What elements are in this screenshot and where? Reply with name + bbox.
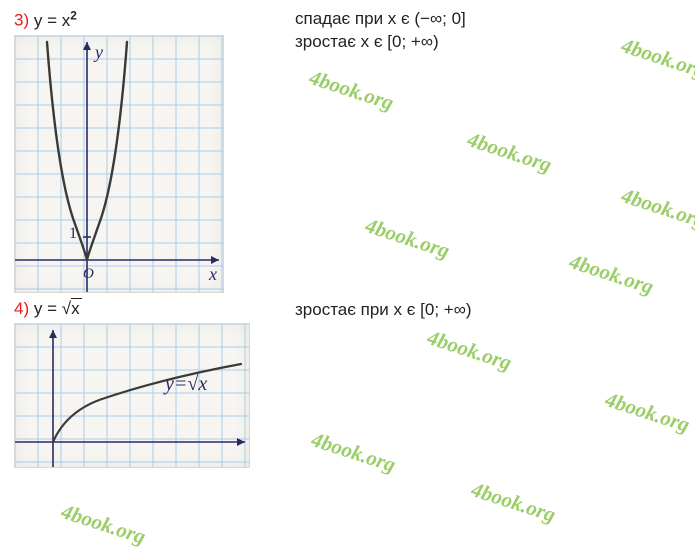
graph-svg: y x 1 O (15, 36, 224, 293)
svg-text:y: y (93, 42, 103, 62)
item-3-desc-line1: спадає при x є (−∞; 0] (295, 8, 681, 31)
item-3-formula-exp: 2 (70, 8, 77, 22)
item-4-formula-text: y = √x (34, 299, 82, 318)
item-3-desc: спадає при x є (−∞; 0] зростає x є [0; +… (289, 8, 681, 54)
graph-sqrt: y=√x (14, 323, 250, 468)
watermark: 4book.org (468, 477, 558, 528)
item-3-number: 3) (14, 11, 29, 30)
item-4-number: 4) (14, 299, 29, 318)
sqrt-symbol: √x (62, 299, 82, 319)
item-4-row: 4) y = √x y=√x зростає при x є [0; +∞) (14, 299, 681, 468)
item-4-formula: 4) y = √x (14, 299, 289, 319)
item-3-formula-text: y = x2 (34, 11, 77, 30)
graph-svg: y=√x (15, 324, 250, 468)
svg-text:x: x (208, 264, 217, 284)
svg-text:O: O (83, 266, 94, 282)
graph-parabola: y x 1 O (14, 35, 224, 293)
item-3-desc-line2: зростає x є [0; +∞) (295, 31, 681, 54)
svg-text:y=√x: y=√x (163, 373, 207, 395)
item-4-radicand: x (71, 298, 82, 318)
item-4-desc: зростає при x є [0; +∞) (289, 299, 681, 322)
item-3-formula-prefix: y = x (34, 11, 70, 30)
item-3-row: 3) y = x2 y x 1 O спадає при x є (−∞; 0] зр… (14, 8, 681, 293)
item-4-desc-line1: зростає при x є [0; +∞) (295, 299, 681, 322)
watermark: 4book.org (58, 499, 148, 550)
item-4-formula-prefix: y = (34, 299, 62, 318)
svg-text:1: 1 (69, 225, 77, 242)
item-3-formula: 3) y = x2 (14, 8, 289, 31)
item-3-left: 3) y = x2 y x 1 O (14, 8, 289, 293)
item-4-left: 4) y = √x y=√x (14, 299, 289, 468)
